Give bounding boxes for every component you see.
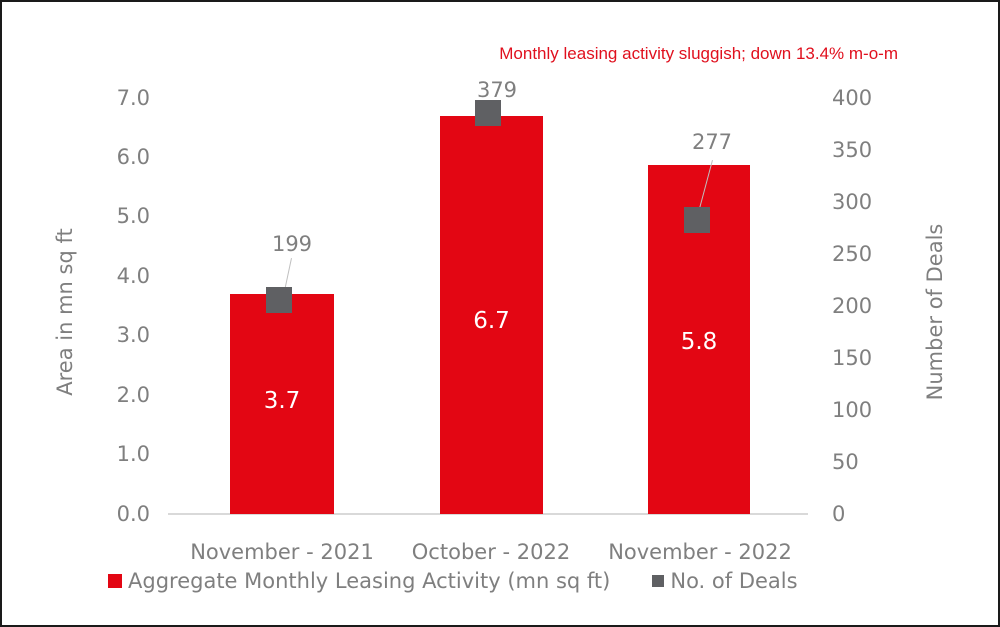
bar-value-label: 3.7 [263,388,301,414]
legend-item-deals: No. of Deals [652,569,798,593]
deals-marker [266,287,292,313]
right-axis-title: Number of Deals [923,223,947,401]
chart-legend: Aggregate Monthly Leasing Activity (mn s… [108,569,840,593]
red-square-icon [108,574,122,588]
legend-label: No. of Deals [670,569,798,593]
right-axis-tick: 250 [832,242,873,266]
left-axis-tick: 6.0 [116,145,150,169]
bar-value-label: 6.7 [473,308,510,334]
left-axis-tick: 3.0 [116,323,150,347]
right-axis-tick: 100 [832,398,873,422]
legend-label: Aggregate Monthly Leasing Activity (mn s… [128,569,611,593]
right-axis-tick: 400 [832,86,873,110]
left-axis-tick: 1.0 [116,442,150,466]
category-label: October - 2022 [411,540,571,564]
left-axis-tick: 4.0 [116,264,150,288]
deals-value-label: 277 [691,130,733,154]
bar-november-2021: 3.7 [230,294,334,514]
legend-item-leasing-activity: Aggregate Monthly Leasing Activity (mn s… [108,569,610,593]
bar-october-2022: 6.7 [440,116,543,514]
chart-subtitle: Monthly leasing activity sluggish; down … [499,44,898,63]
left-axis-tick: 7.0 [116,86,150,110]
deals-marker [475,100,501,126]
x-axis-baseline [168,513,808,515]
left-axis-title: Area in mn sq ft [53,228,77,396]
gray-square-icon [652,575,665,587]
left-axis-tick: 2.0 [116,383,150,407]
category-label: November - 2021 [190,540,374,564]
bar-value-label: 5.8 [680,329,718,355]
right-axis-tick: 50 [832,450,859,474]
deals-value-label: 199 [271,232,313,256]
right-axis-tick: 150 [832,346,873,370]
left-axis-tick: 0.0 [116,502,150,526]
right-axis-tick: 0 [832,502,846,526]
right-axis-tick: 350 [832,138,873,162]
right-axis-tick: 300 [832,190,873,214]
deals-marker [684,207,710,233]
deals-value-label: 379 [476,78,518,102]
left-axis-tick: 5.0 [116,204,150,228]
category-label: November - 2022 [608,540,792,564]
right-axis-tick: 200 [832,294,873,318]
